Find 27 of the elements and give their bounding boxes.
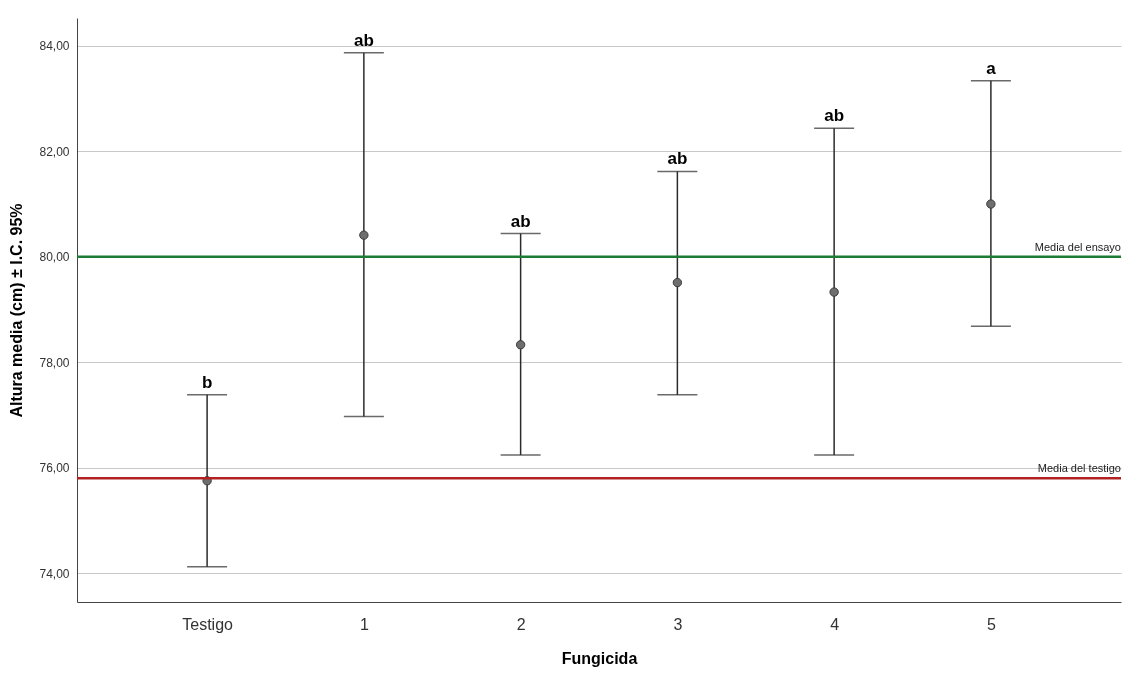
y-tick-label: 80,00	[39, 250, 70, 265]
x-tick-label: 4	[830, 615, 840, 633]
point	[672, 277, 683, 288]
annotation: ab	[667, 149, 688, 169]
y-tick-label: 78,00	[39, 355, 70, 370]
point	[829, 287, 839, 297]
annotation: b	[201, 372, 213, 392]
y-tick-label: 76,00	[39, 461, 70, 476]
y-axis-title: Altura media (cm) ± I.C. 95%	[8, 203, 26, 418]
x-tick-label: 1	[359, 615, 369, 633]
annotation: ab	[510, 211, 531, 231]
point	[359, 230, 369, 240]
ref-line-label: Media del ensayo	[1034, 240, 1121, 253]
annotation: ab	[353, 30, 374, 50]
annotation: ab	[824, 106, 845, 126]
ref-line-label: Media del testigo	[1037, 462, 1121, 475]
point	[986, 199, 996, 209]
x-axis-title: Fungicida	[561, 649, 638, 667]
annotation: a	[986, 58, 997, 78]
x-tick-label: 3	[673, 615, 683, 633]
x-tick-label: Testigo	[182, 615, 234, 633]
y-tick-label: 84,00	[39, 39, 70, 54]
point	[515, 340, 526, 350]
x-tick-label: 2	[516, 615, 526, 633]
x-tick-label: 5	[986, 615, 996, 633]
y-tick-label: 74,00	[39, 566, 70, 581]
y-tick-label: 82,00	[39, 144, 70, 159]
